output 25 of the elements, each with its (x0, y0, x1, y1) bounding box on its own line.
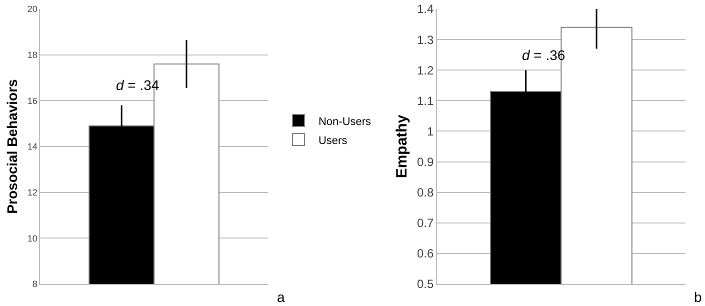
annotation: d = .36 (522, 47, 566, 63)
y-tick-label: 0.7 (417, 216, 434, 230)
text: b (694, 289, 702, 305)
y-tick-label: 1.2 (417, 63, 434, 78)
y-axis-title: Prosocial Behaviors (4, 78, 20, 214)
y-tick-label: 10 (27, 233, 38, 244)
legend-label: Non-Users (318, 116, 372, 128)
y-tick-label: 1 (427, 124, 434, 138)
y-tick-label: 1.3 (417, 32, 434, 47)
y-tick-label: 8 (32, 279, 38, 290)
y-tick-label: 20 (27, 4, 38, 14)
y-tick-label: 12 (27, 187, 38, 198)
y-tick-label: 18 (27, 50, 38, 60)
y-tick-label: 0.6 (417, 246, 434, 261)
y-tick-label: 14 (27, 142, 38, 152)
y-tick-label: 1.1 (417, 94, 434, 108)
y-tick-label: 0.9 (417, 154, 434, 169)
y-tick-label: 0.5 (417, 277, 434, 292)
y-tick-label: 16 (27, 96, 38, 106)
y-axis-title: Empathy (393, 114, 410, 178)
text: a (277, 289, 285, 305)
y-tick-label: 0.8 (417, 186, 434, 200)
y-tick-label: 1.4 (417, 2, 434, 16)
legend-label: Users (318, 134, 348, 147)
annotation: d = .34 (116, 77, 160, 93)
